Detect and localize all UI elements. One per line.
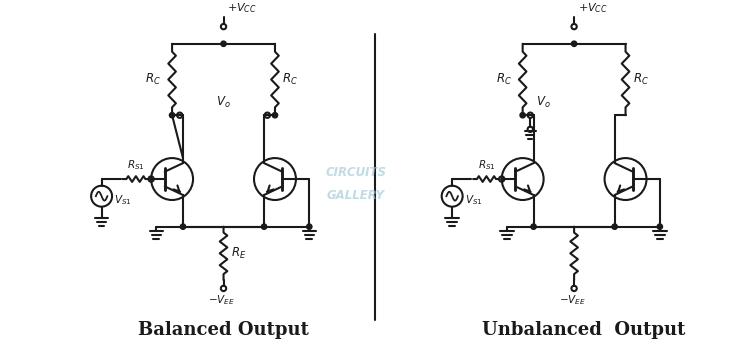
Text: $R_{S1}$: $R_{S1}$	[127, 159, 145, 172]
Text: Unbalanced  Output: Unbalanced Output	[482, 321, 686, 339]
Text: $-V_{EE}$: $-V_{EE}$	[559, 293, 586, 307]
Circle shape	[520, 113, 525, 118]
Circle shape	[572, 41, 577, 47]
Circle shape	[170, 113, 175, 118]
Circle shape	[612, 224, 617, 229]
Text: $R_{S1}$: $R_{S1}$	[478, 159, 495, 172]
Text: $R_E$: $R_E$	[231, 246, 247, 261]
Circle shape	[307, 224, 312, 229]
Circle shape	[657, 224, 662, 229]
Text: GALLERY: GALLERY	[327, 189, 385, 202]
Circle shape	[262, 224, 267, 229]
Text: $V_o$: $V_o$	[536, 95, 550, 111]
Text: $R_C$: $R_C$	[282, 72, 298, 87]
Text: $V_{S1}$: $V_{S1}$	[114, 193, 132, 207]
Text: $+V_{CC}$: $+V_{CC}$	[227, 1, 257, 15]
Text: $-V_{EE}$: $-V_{EE}$	[209, 293, 235, 307]
Circle shape	[180, 224, 186, 229]
Text: CIRCUITS: CIRCUITS	[326, 166, 386, 179]
Text: $R_C$: $R_C$	[633, 72, 649, 87]
Text: $V_o$: $V_o$	[216, 95, 231, 111]
Text: $V_{S1}$: $V_{S1}$	[464, 193, 482, 207]
Text: $+V_{CC}$: $+V_{CC}$	[578, 1, 608, 15]
Circle shape	[531, 224, 536, 229]
Text: $R_C$: $R_C$	[496, 72, 512, 87]
Text: Balanced Output: Balanced Output	[138, 321, 309, 339]
Text: $R_C$: $R_C$	[145, 72, 161, 87]
Circle shape	[220, 41, 226, 47]
Circle shape	[272, 113, 278, 118]
